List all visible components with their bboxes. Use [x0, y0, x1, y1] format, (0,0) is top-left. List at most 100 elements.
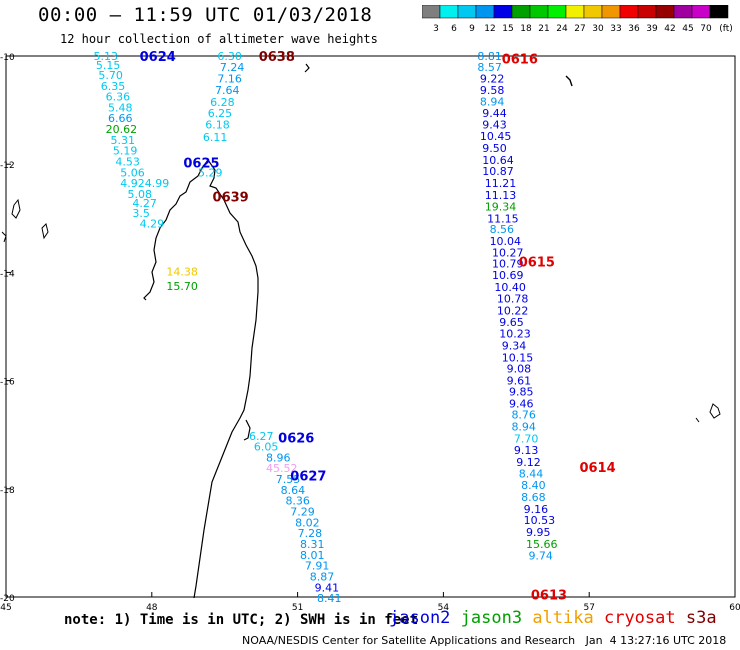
map-title: 00:00 – 11:59 UTC 01/03/2018 — [38, 4, 373, 26]
wave-height-value: 9.16 — [524, 503, 549, 516]
wave-height-value: 8.31 — [300, 538, 325, 551]
wave-height-value: 5.15 — [96, 59, 121, 72]
wave-height-colorbar: 3 6 9 12 15 18 21 24 27 30 33 36 39 42 45 70 (ft) — [422, 5, 733, 34]
wave-height-value: 8.57 — [477, 61, 502, 74]
wave-height-value: 9.34 — [502, 339, 526, 352]
wave-height-value: 8.96 — [266, 451, 291, 464]
wave-height-value: 4.27 — [132, 197, 157, 210]
wave-height-value: 10.87 — [482, 165, 514, 178]
wave-height-value: 10.40 — [494, 281, 526, 294]
wave-height-value: 20.62 — [106, 123, 138, 136]
wave-height-value: 9.43 — [482, 119, 507, 132]
colorbar-tick-label: 21 — [538, 24, 549, 34]
wave-height-value: 6.11 — [203, 131, 228, 144]
island-east-3 — [695, 417, 700, 423]
wave-height-value: 7.16 — [217, 73, 242, 86]
wave-height-value: 6.30 — [217, 50, 242, 63]
wave-height-value: 9.58 — [480, 84, 505, 97]
wave-height-value: 7.24 — [220, 61, 245, 74]
island-east-1 — [565, 75, 573, 87]
legend-s3a: s3a — [685, 608, 717, 628]
track-time-label: 0614 — [579, 461, 615, 476]
wave-height-value: 9.46 — [509, 397, 534, 410]
wave-height-value: 6.35 — [101, 80, 126, 93]
wave-height-value: 6.25 — [208, 107, 233, 120]
lon-tick-label: 60 — [729, 603, 740, 613]
wave-height-value: 3.5 — [132, 207, 150, 220]
colorbar-tick-label: 24 — [556, 24, 568, 34]
wave-height-value: 8.40 — [521, 479, 546, 492]
footer-note: note: 1) Time is in UTC; 2) SWH is in fe… — [64, 612, 419, 628]
colorbar-swatch — [709, 5, 729, 19]
colorbar-tick-label: 70 — [700, 24, 712, 34]
wave-height-value: 15.70 — [166, 280, 198, 293]
colorbar-tick-label: 42 — [664, 24, 675, 34]
lon-tick-label: 54 — [438, 603, 450, 613]
wave-height-value: 8.76 — [511, 409, 536, 422]
track-time-label: 0613 — [531, 588, 567, 603]
wave-height-value: 5.13 — [93, 50, 118, 63]
wave-height-value: 9.41 — [315, 581, 340, 594]
wave-height-value: 5.31 — [110, 134, 134, 147]
wave-height-value: 8.64 — [281, 484, 306, 497]
track-time-label: 0639 — [213, 191, 249, 206]
lon-tick-label: 51 — [292, 603, 303, 613]
colorbar-tick-label: 15 — [502, 24, 513, 34]
wave-height-value: 11.13 — [485, 189, 516, 202]
north-islet — [304, 63, 310, 73]
island-east-2 — [709, 403, 721, 419]
legend-cryosat: cryosat — [603, 608, 686, 628]
wave-height-value: 6.18 — [205, 119, 230, 132]
wave-height-value: 15.66 — [526, 538, 558, 551]
map-subtitle: 12 hour collection of altimeter wave hei… — [60, 32, 378, 46]
wave-height-value: 11.21 — [485, 177, 516, 190]
map-border — [5, 55, 736, 598]
wave-height-value: 5.19 — [113, 145, 138, 158]
wave-height-value: 8.44 — [519, 468, 544, 481]
wave-height-value: 9.74 — [528, 549, 553, 562]
lon-tick-label: 45 — [0, 603, 11, 613]
colorbar-tick-label: 3 — [433, 24, 439, 34]
mayotte-island — [41, 223, 49, 240]
wave-height-value: 10.04 — [490, 235, 522, 248]
wave-height-value: 10.27 — [492, 246, 524, 259]
wave-height-value: 14.38 — [166, 265, 198, 278]
colorbar-tick-label: 27 — [574, 24, 585, 34]
comoros-island — [11, 198, 21, 219]
wave-height-value: 5.48 — [108, 101, 133, 114]
wave-height-value: 8.68 — [521, 491, 546, 504]
track-time-label: 0638 — [259, 50, 295, 65]
lat-tick-label: -12 — [0, 161, 15, 171]
track-time-label: 0626 — [278, 431, 314, 446]
legend-jason2: jason2 — [389, 608, 461, 628]
track-labels-layer: 0624 0638 0616 0625 0639 0615 0626 0627 0614 0613 — [140, 50, 616, 603]
lat-tick-label: -18 — [0, 486, 15, 496]
wave-height-value: 10.64 — [482, 154, 514, 167]
lon-tick-label: 57 — [583, 603, 594, 613]
colorbar-tick-label: 9 — [469, 24, 475, 34]
wave-height-value: 7.29 — [290, 506, 315, 519]
observations-layer: 5.135.155.706.356.365.486.6620.625.315.1… — [93, 50, 557, 605]
track-time-label: 0616 — [502, 53, 538, 68]
colorbar-tick-label: 18 — [520, 24, 532, 34]
wave-height-value: 10.45 — [480, 130, 512, 143]
wave-height-value: 4.924.99 — [120, 177, 169, 190]
wave-height-value: 10.78 — [497, 292, 529, 305]
madagascar-west-coast — [143, 159, 209, 301]
wave-height-value: 8.36 — [285, 495, 310, 508]
wave-height-value: 5.70 — [98, 69, 123, 82]
wave-height-value: 9.61 — [507, 375, 531, 388]
wave-height-value: 6.27 — [249, 430, 274, 443]
wave-height-value: 4.53 — [115, 155, 140, 168]
wave-height-value: 10.69 — [492, 269, 524, 282]
wave-height-value: 19.34 — [485, 200, 516, 213]
lat-tick-label: -10 — [0, 53, 15, 63]
legend-altika: altika — [532, 608, 604, 628]
colorbar-tick-label: 6 — [451, 24, 457, 34]
wave-height-value: 10.79 — [492, 258, 524, 271]
wave-height-value: 7.91 — [305, 560, 330, 573]
wave-height-value: 7.70 — [514, 432, 539, 445]
track-time-label: 0615 — [519, 256, 555, 271]
